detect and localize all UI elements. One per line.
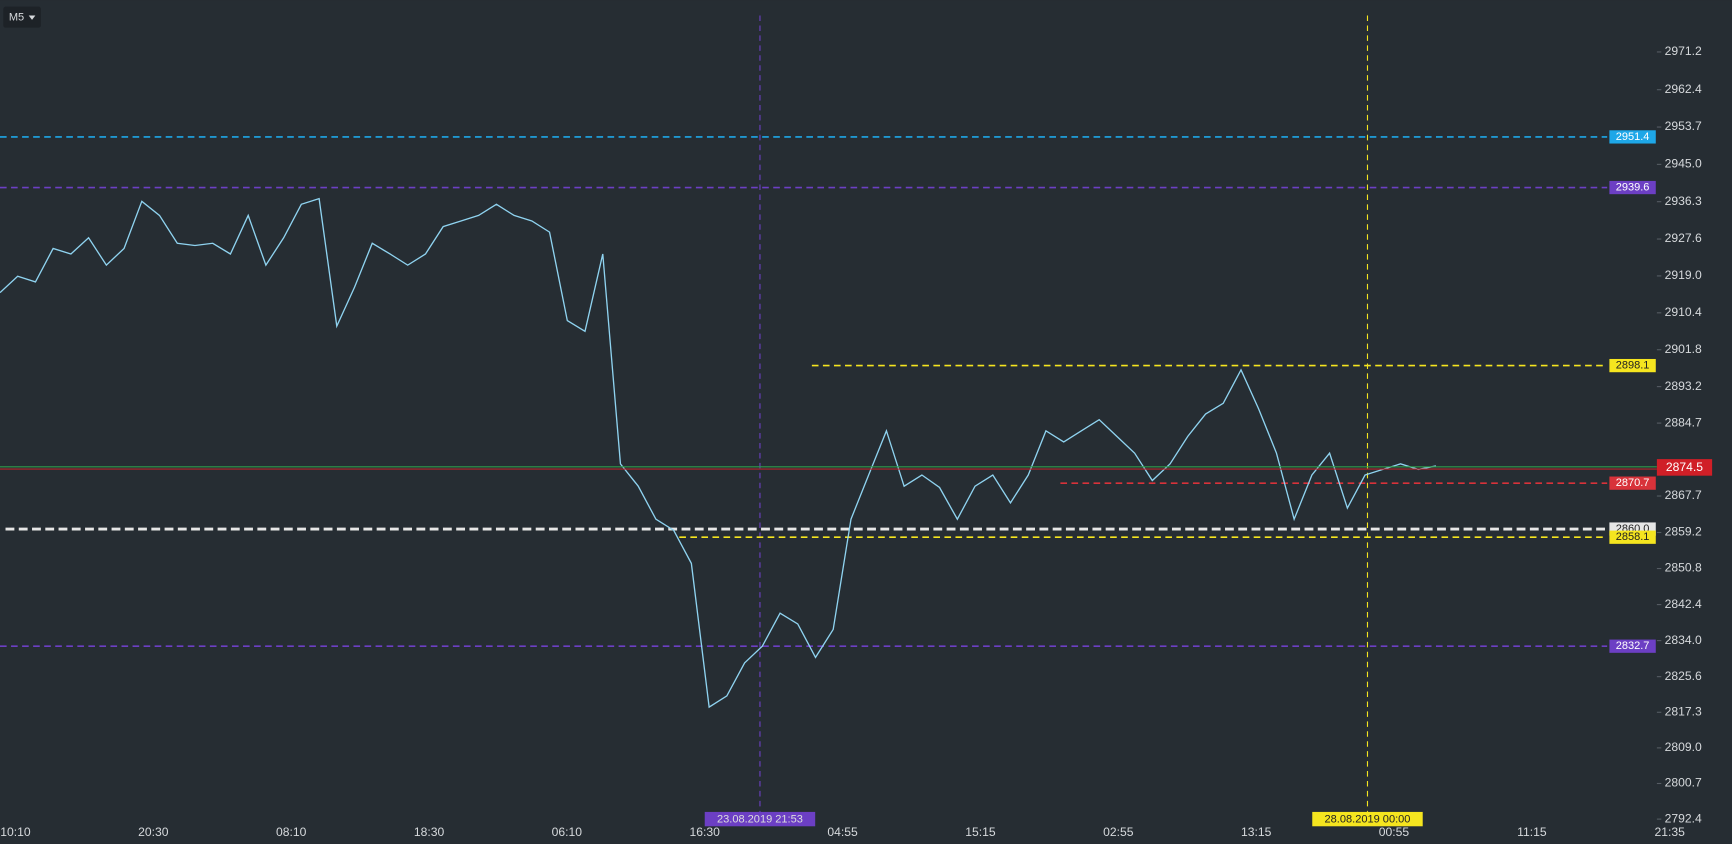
level-label-box (1609, 358, 1656, 373)
level-label-box (1609, 180, 1656, 195)
y-tick-label: 2953.7 (1665, 119, 1702, 133)
y-tick-label: 2936.3 (1665, 194, 1702, 208)
y-tick-label: 2867.7 (1665, 488, 1702, 502)
y-tick-label: 2945.0 (1665, 157, 1702, 171)
y-tick-label: 2962.4 (1665, 82, 1702, 96)
y-tick-label: 2910.4 (1665, 305, 1702, 319)
marker-label-box (704, 811, 816, 827)
y-tick-label: 2901.8 (1665, 342, 1702, 356)
y-tick-label: 2834.0 (1665, 633, 1702, 647)
x-tick-label: 21:35 (1655, 825, 1686, 839)
level-label: 2832.7 (1616, 640, 1650, 652)
x-tick-label: 04:55 (827, 825, 858, 839)
x-tick-label: 15:15 (965, 825, 996, 839)
x-tick-label: 20:30 (138, 825, 169, 839)
last-price-label: 2874.5 (1666, 460, 1703, 474)
y-tick-label: 2809.0 (1665, 740, 1702, 754)
x-tick-label: 06:10 (552, 825, 583, 839)
y-tick-label: 2800.7 (1665, 776, 1702, 790)
level-label-box (1609, 639, 1656, 653)
level-label-box (1609, 476, 1656, 490)
x-tick-label: 11:15 (1517, 825, 1547, 839)
x-tick-label: 18:30 (414, 825, 445, 839)
x-tick-label: 16:30 (690, 825, 721, 839)
timeframe-box[interactable] (3, 6, 41, 28)
level-label: 2858.1 (1616, 531, 1650, 543)
y-tick-label: 2792.4 (1665, 811, 1702, 825)
level-label: 2870.7 (1616, 477, 1650, 489)
y-tick-label: 2919.0 (1665, 268, 1702, 282)
x-tick-label: 13:15 (1241, 825, 1272, 839)
price-line (0, 197, 1437, 709)
marker-label: 28.08.2019 00:00 (1325, 814, 1411, 826)
x-tick-label: 08:10 (276, 825, 307, 839)
timeframe-button[interactable]: M5 (3, 6, 41, 28)
y-tick-label: 2842.4 (1665, 597, 1702, 611)
y-tick-label: 2884.7 (1665, 415, 1702, 429)
y-tick-label: 2927.6 (1665, 231, 1702, 245)
level-label: 2951.4 (1616, 131, 1650, 143)
y-tick-label: 2817.3 (1665, 704, 1702, 718)
x-tick-label: 10:10 (0, 825, 31, 839)
level-label-box (1609, 530, 1656, 544)
timeframe-label[interactable]: M5 (9, 12, 24, 24)
level-label: 2939.6 (1616, 181, 1650, 193)
last-price-box (1656, 459, 1713, 476)
y-tick-label: 2893.2 (1665, 379, 1702, 393)
marker-label-box (1312, 811, 1423, 827)
y-tick-label: 2859.2 (1665, 525, 1702, 539)
level-label: 2898.1 (1616, 360, 1650, 372)
x-tick-label: 00:55 (1379, 825, 1410, 839)
marker-label: 23.08.2019 21:53 (717, 814, 803, 826)
y-tick-label: 2850.8 (1665, 561, 1702, 575)
y-tick-label: 2825.6 (1665, 669, 1702, 683)
y-tick-label: 2971.2 (1665, 44, 1702, 58)
level-label-box (1609, 130, 1656, 144)
dropdown-arrow[interactable] (28, 15, 36, 20)
x-tick-label: 02:55 (1103, 825, 1134, 839)
